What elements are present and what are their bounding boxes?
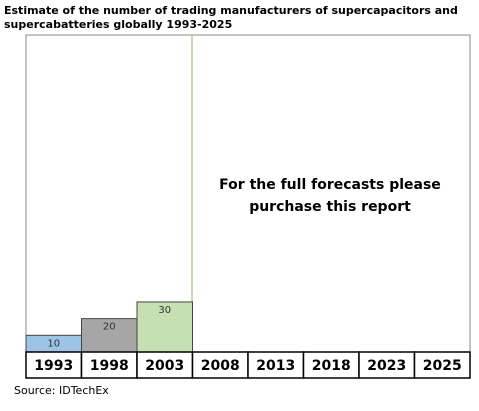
category-cell bbox=[191, 351, 249, 379]
category-cell bbox=[413, 351, 471, 379]
x-tick-label: 2025 bbox=[423, 358, 462, 374]
data-label: 20 bbox=[103, 322, 116, 333]
x-tick-label: 1993 bbox=[34, 358, 73, 374]
x-tick-label: 2008 bbox=[201, 358, 240, 374]
annotation: For the full forecasts please bbox=[219, 177, 441, 193]
x-tick-label: 2018 bbox=[312, 358, 351, 374]
plot-frame bbox=[25, 34, 471, 353]
x-tick-label: 1998 bbox=[90, 358, 129, 374]
chart-title: supercabatteries globally 1993-2025 bbox=[4, 18, 232, 31]
x-tick-label: 2013 bbox=[256, 358, 295, 374]
x-tick-label: 2023 bbox=[367, 358, 406, 374]
category-cell bbox=[25, 351, 83, 379]
source: Source: IDTechEx bbox=[14, 384, 109, 397]
annotation: purchase this report bbox=[249, 199, 411, 215]
data-label: 10 bbox=[47, 338, 60, 349]
x-tick-label: 2003 bbox=[145, 358, 184, 374]
bar bbox=[136, 301, 193, 353]
chart-title: Estimate of the number of trading manufa… bbox=[4, 4, 458, 17]
category-cell bbox=[80, 351, 138, 379]
data-label: 30 bbox=[158, 305, 171, 316]
